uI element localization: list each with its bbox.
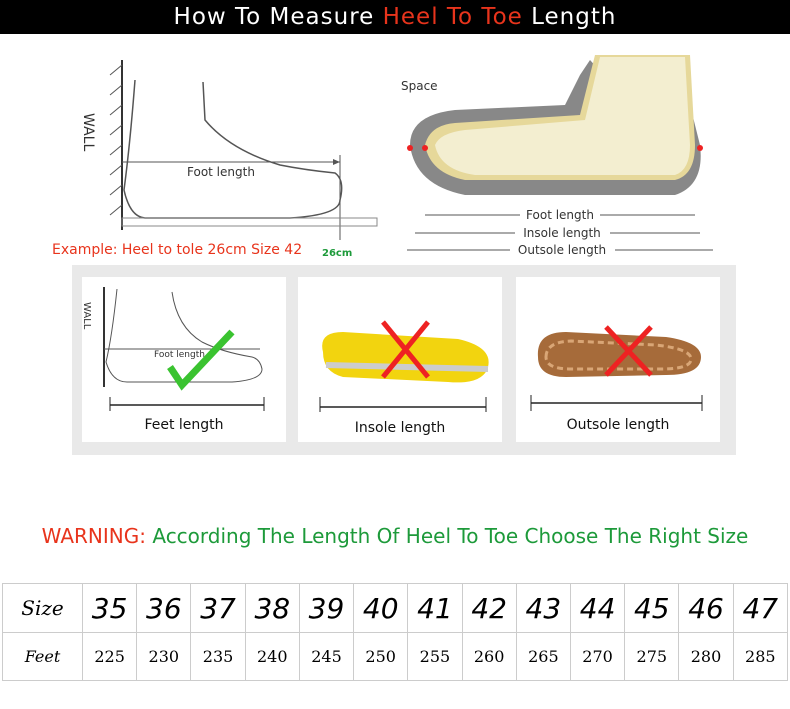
foot-measure-diagram: WALL Foot length [80, 60, 378, 240]
feet-cell: 285 [732, 632, 789, 681]
size-cell: 46 [678, 583, 734, 633]
size-cell: 45 [624, 583, 680, 633]
card-label: Outsole length [566, 417, 670, 433]
size-cell: 38 [244, 583, 300, 633]
outsole-length-label: Outsole length [518, 243, 606, 257]
feet-cell: 240 [244, 632, 300, 681]
warning-text: WARNING: According The Length Of Heel To… [41, 524, 749, 548]
cross-icon [604, 325, 653, 377]
card-feet-length: WALL Foot length Feet length [81, 277, 286, 442]
size-row: Size 35 36 37 38 39 40 41 42 43 44 45 46 47 [2, 583, 789, 633]
feet-cell: 230 [136, 632, 192, 681]
row-label: Feet [2, 632, 83, 681]
wall-label: WALL [80, 113, 96, 151]
size-cell: 41 [407, 583, 463, 633]
feet-cell: 275 [624, 632, 680, 681]
feet-cell: 280 [678, 632, 734, 681]
size-cell: 43 [515, 583, 571, 633]
cm-mark: 26cm [322, 248, 353, 259]
outsole-illustration [530, 325, 703, 411]
check-icon [167, 329, 235, 391]
feet-cell: 270 [569, 632, 626, 681]
svg-text:Foot length: Foot length [154, 350, 205, 360]
insole-length-label: Insole length [523, 226, 601, 240]
feet-cell: 260 [461, 632, 517, 681]
feet-row: Feet 225 230 235 240 245 250 255 260 265 270 275 280… [2, 632, 789, 681]
feet-cell: 245 [298, 632, 355, 681]
card-insole-length: Insole length [298, 277, 502, 442]
cross-icon [381, 320, 430, 379]
size-cell: 35 [81, 583, 138, 633]
page-title: How To Measure Heel To Toe Length [0, 0, 790, 34]
feet-cell: 255 [407, 632, 463, 681]
feet-cell: 265 [515, 632, 571, 681]
space-label: Space [401, 79, 438, 93]
foot-length-label: Foot length [187, 165, 255, 179]
size-cell: 39 [298, 583, 355, 633]
insole-illustration [319, 320, 489, 415]
shoe-cross-section-diagram: Space Foot length Insole length Outsole … [401, 55, 713, 258]
svg-text:WALL: WALL [82, 302, 92, 330]
foot-length-label: Foot length [526, 208, 594, 222]
feet-cell: 225 [81, 632, 138, 681]
size-table: Size 35 36 37 38 39 40 41 42 43 44 45 46 47 Feet 225 23… [2, 583, 789, 681]
card-label: Feet length [144, 417, 224, 433]
size-cell: 44 [569, 583, 626, 633]
size-cell: 40 [353, 583, 409, 633]
size-cell: 36 [136, 583, 192, 633]
row-label: Size [2, 583, 83, 633]
card-label: Insole length [354, 420, 446, 436]
feet-cell: 235 [190, 632, 246, 681]
feet-cell: 250 [353, 632, 409, 681]
card-outsole-length: Outsole length [516, 277, 720, 442]
foot-illustration: WALL Foot length [81, 287, 265, 411]
size-cell: 47 [732, 583, 789, 633]
size-cell: 37 [190, 583, 246, 633]
example-text: Example: Heel to tole 26cm Size 42 [52, 242, 303, 258]
size-cell: 42 [461, 583, 517, 633]
